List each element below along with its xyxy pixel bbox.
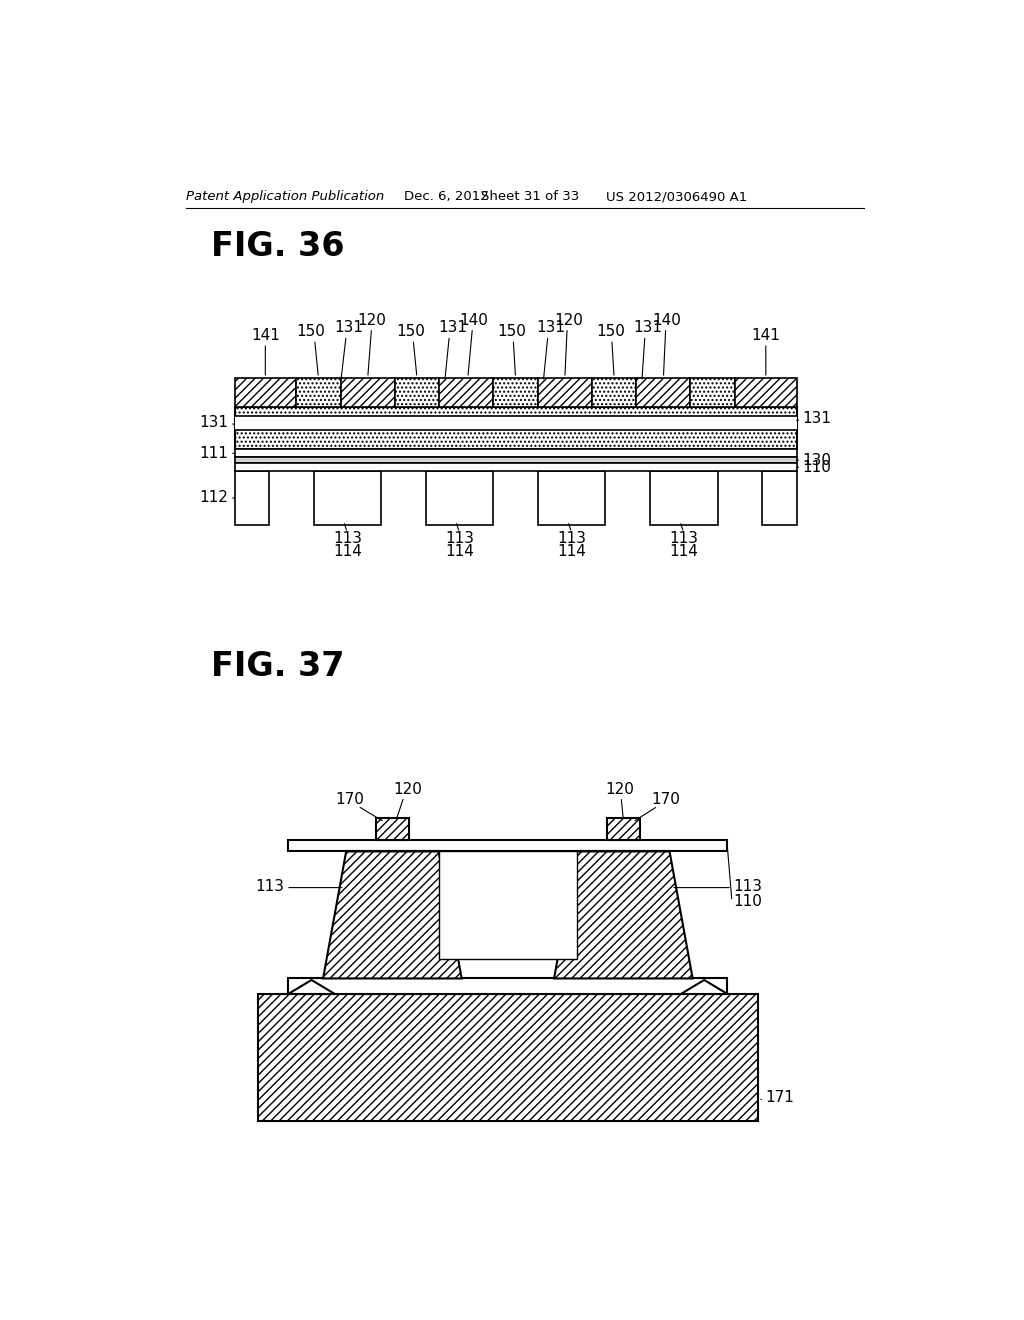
Text: 150: 150	[296, 325, 326, 339]
Bar	[592, 378, 637, 407]
Bar	[313, 471, 381, 525]
Text: Sheet 31 of 33: Sheet 31 of 33	[481, 190, 580, 203]
Text: 150: 150	[498, 325, 526, 339]
Text: 140: 140	[460, 313, 488, 327]
Text: US 2012/0306490 A1: US 2012/0306490 A1	[606, 190, 748, 203]
Bar	[439, 378, 494, 407]
Text: 114: 114	[445, 544, 474, 560]
Text: 120: 120	[554, 313, 583, 327]
Text: 114: 114	[557, 544, 586, 560]
Text: 113: 113	[733, 879, 763, 894]
Bar	[234, 378, 296, 407]
Bar	[234, 471, 269, 525]
Bar	[289, 840, 727, 851]
Text: 141: 141	[752, 327, 780, 343]
Text: 120: 120	[605, 781, 634, 796]
Text: 113: 113	[445, 531, 474, 546]
Text: 131: 131	[438, 321, 467, 335]
Text: 113: 113	[333, 531, 361, 546]
Polygon shape	[554, 851, 692, 978]
Text: Dec. 6, 2012: Dec. 6, 2012	[403, 190, 488, 203]
Text: Patent Application Publication: Patent Application Publication	[186, 190, 384, 203]
Bar	[258, 994, 758, 1121]
Polygon shape	[323, 851, 462, 978]
Bar	[234, 449, 797, 457]
Text: 113: 113	[670, 531, 698, 546]
Text: 110: 110	[803, 459, 831, 475]
Text: 130: 130	[803, 453, 831, 467]
Text: 114: 114	[670, 544, 698, 560]
Text: 131: 131	[334, 321, 362, 335]
Bar	[376, 818, 409, 840]
Text: 111: 111	[200, 446, 228, 461]
Bar	[538, 471, 605, 525]
Text: 120: 120	[357, 313, 386, 327]
Text: 113: 113	[557, 531, 586, 546]
Text: 120: 120	[393, 781, 422, 796]
Polygon shape	[289, 978, 727, 994]
Text: 131: 131	[200, 414, 228, 430]
Text: FIG. 36: FIG. 36	[211, 231, 345, 264]
Text: FIG. 37: FIG. 37	[211, 651, 345, 684]
Bar	[690, 378, 735, 407]
Bar	[735, 378, 797, 407]
Bar	[296, 378, 341, 407]
Text: 171: 171	[766, 1090, 795, 1105]
Bar	[538, 378, 592, 407]
Bar	[637, 378, 690, 407]
Bar	[650, 471, 718, 525]
Bar	[494, 378, 538, 407]
Text: 150: 150	[396, 325, 425, 339]
Bar	[234, 407, 797, 450]
Bar	[394, 378, 439, 407]
Bar	[234, 457, 797, 463]
Text: 150: 150	[596, 325, 625, 339]
Bar	[607, 818, 640, 840]
Text: 170: 170	[651, 792, 680, 807]
Text: 140: 140	[653, 313, 682, 327]
Text: 131: 131	[803, 411, 831, 426]
Bar	[234, 463, 797, 471]
Text: 131: 131	[634, 321, 663, 335]
Text: 114: 114	[333, 544, 361, 560]
Bar	[234, 416, 797, 430]
Bar	[341, 378, 394, 407]
Text: 110: 110	[733, 894, 762, 909]
Bar	[426, 471, 494, 525]
Bar	[762, 471, 797, 525]
Text: 113: 113	[256, 879, 285, 894]
Text: 141: 141	[251, 327, 280, 343]
Text: 131: 131	[537, 321, 565, 335]
Text: 170: 170	[336, 792, 365, 807]
Text: 112: 112	[200, 491, 228, 506]
Bar	[438, 851, 578, 960]
